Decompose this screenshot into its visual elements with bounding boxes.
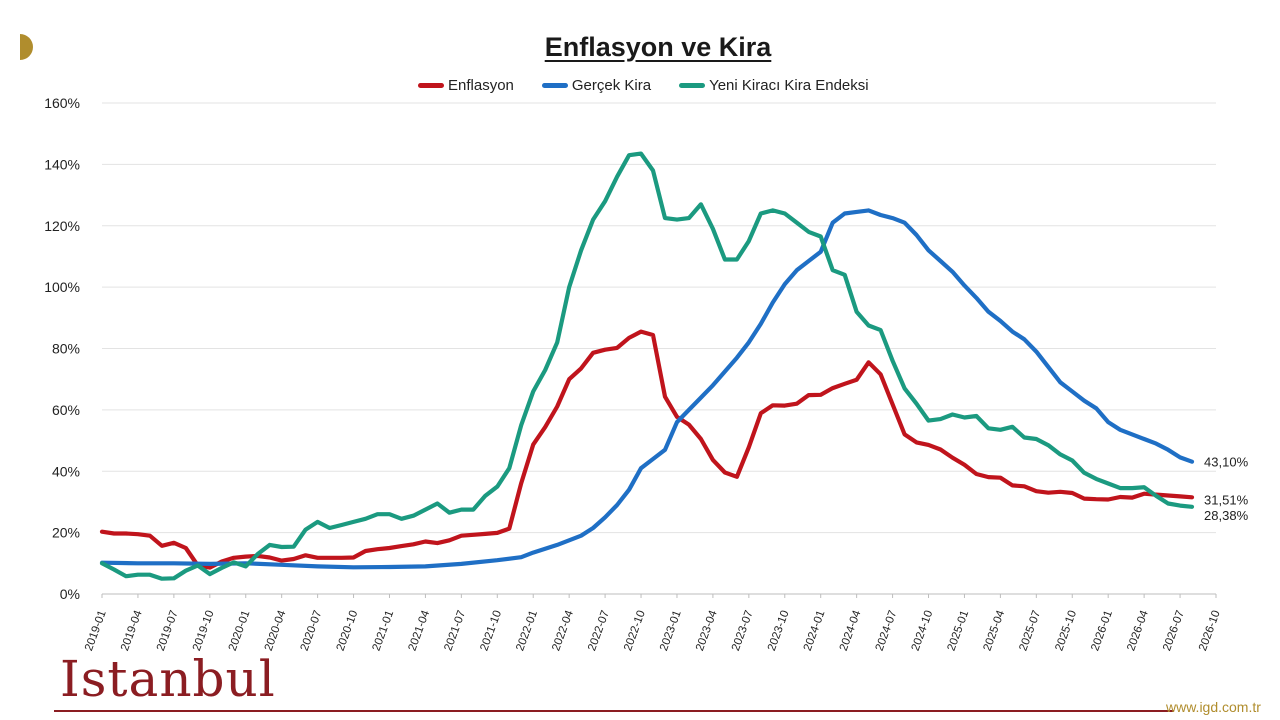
y-tick-label: 20% (52, 525, 80, 541)
y-tick-label: 60% (52, 402, 80, 418)
x-tick-label: 2019-07 (155, 609, 181, 653)
x-tick-label: 2020-01 (227, 609, 253, 653)
brand-divider (54, 710, 1174, 712)
legend-label-gercek-kira: Gerçek Kira (571, 76, 652, 94)
chart-legend: Enflasyon Gerçek Kira Yeni Kiracı Kira E… (418, 76, 897, 94)
chart-title: Enflasyon ve Kira (544, 32, 772, 62)
legend-swatch-yeni-kiraci (679, 82, 706, 88)
x-tick-label: 2019-01 (83, 609, 109, 653)
x-tick-label: 2022-10 (622, 609, 648, 653)
x-tick-label: 2025-01 (946, 609, 972, 653)
x-tick-label: 2024-01 (802, 609, 828, 653)
x-tick-label: 2020-04 (263, 608, 289, 652)
legend-item-enflasyon: Enflasyon (418, 77, 514, 94)
y-tick-label: 120% (44, 218, 80, 234)
y-tick-label: 0% (60, 586, 80, 602)
y-tick-label: 80% (52, 341, 80, 357)
x-tick-label: 2026-07 (1161, 609, 1187, 653)
x-tick-label: 2021-04 (407, 608, 433, 652)
x-tick-label: 2024-10 (910, 609, 936, 653)
x-tick-label: 2023-10 (766, 609, 792, 653)
series-end-label-2: 28,38% (1204, 508, 1249, 523)
x-tick-label: 2026-10 (1197, 609, 1223, 653)
series-end-label-0: 31,51% (1204, 492, 1249, 507)
y-tick-label: 160% (44, 95, 80, 111)
x-tick-label: 2025-07 (1017, 609, 1043, 653)
x-tick-label: 2023-01 (658, 609, 684, 653)
legend-swatch-enflasyon (418, 82, 444, 88)
x-tick-label: 2022-01 (514, 609, 540, 653)
x-tick-label: 2023-07 (730, 609, 756, 653)
series-line-2 (99, 151, 1195, 581)
igd-site-logo: www.igd.com.tr (1166, 699, 1261, 715)
x-tick-label: 2022-07 (586, 609, 612, 653)
series-end-label-1: 43,10% (1204, 455, 1249, 470)
x-tick-label: 2020-10 (335, 609, 361, 653)
x-tick-label: 2019-04 (119, 608, 145, 652)
x-tick-label: 2023-04 (694, 608, 720, 652)
series-line-1 (99, 208, 1195, 570)
x-tick-label: 2025-10 (1053, 609, 1079, 653)
x-tick-label: 2019-10 (191, 609, 217, 653)
x-tick-label: 2021-10 (478, 609, 504, 653)
x-tick-label: 2025-04 (981, 608, 1007, 652)
x-tick-label: 2026-01 (1089, 609, 1115, 653)
series-line-0 (99, 329, 1195, 570)
x-tick-label: 2020-07 (299, 609, 325, 653)
corner-logo-icon (20, 34, 33, 60)
x-tick-label: 2022-04 (550, 608, 576, 652)
y-tick-label: 40% (52, 463, 80, 479)
legend-item-gercek-kira: Gerçek Kira (541, 76, 652, 94)
x-tick-label: 2021-07 (442, 609, 468, 653)
legend-label-yeni-kiraci: Yeni Kiracı Kira Endeksi (709, 76, 869, 94)
x-tick-label: 2024-07 (874, 609, 900, 653)
legend-label-enflasyon: Enflasyon (448, 76, 514, 94)
legend-item-yeni-kiraci: Yeni Kiracı Kira Endeksi (679, 77, 869, 94)
x-tick-label: 2021-01 (371, 609, 397, 653)
legend-swatch-gercek-kira (541, 82, 568, 88)
istanbul-logo: Istanbul (60, 650, 276, 708)
x-tick-label: 2026-04 (1125, 608, 1151, 652)
y-tick-label: 140% (44, 156, 80, 172)
y-tick-label: 100% (44, 279, 80, 295)
x-tick-label: 2024-04 (838, 608, 864, 652)
